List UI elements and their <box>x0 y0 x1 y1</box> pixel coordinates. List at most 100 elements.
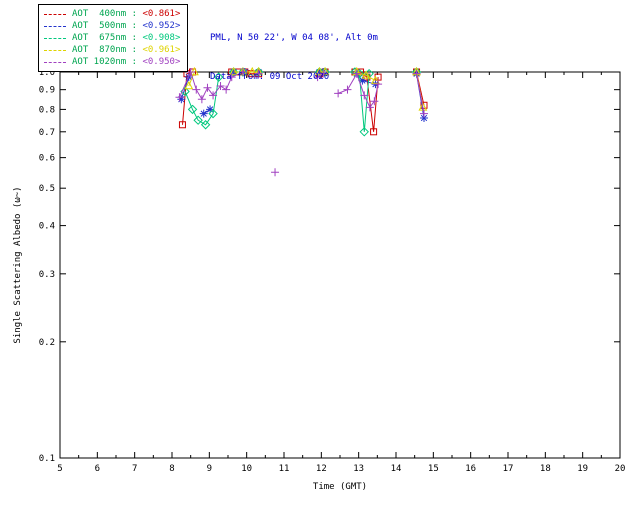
marker-plus <box>203 83 212 92</box>
legend-row-4: AOT 1020nm : <0.950> <box>44 56 180 68</box>
y-axis-label: Single Scattering Albedo (ω~) <box>13 186 23 343</box>
legend-value: <0.952> <box>142 21 181 31</box>
y-tick-label: 0.9 <box>39 86 55 96</box>
marker-plus <box>175 93 184 102</box>
marker-plus <box>216 81 225 90</box>
marker-plus <box>343 85 352 94</box>
marker-diamond <box>193 115 203 125</box>
legend-row-3: AOT 870nm : <0.961> <box>44 44 180 56</box>
marker-diamond <box>208 108 218 119</box>
legend-row-0: AOT 400nm : <0.861> <box>44 8 180 20</box>
header-info: PML, N 50 22', W 04 08', Alt 0m Data fro… <box>210 6 378 110</box>
x-tick-label: 5 <box>57 464 62 474</box>
series-group <box>175 66 428 177</box>
y-tick-label: 0.7 <box>39 128 55 138</box>
marker-triangle <box>361 70 371 79</box>
y-tick-label: 0.2 <box>39 338 55 348</box>
x-tick-label: 9 <box>207 464 212 474</box>
marker-asterisk <box>177 95 186 104</box>
legend-label: AOT 500nm : <box>72 21 143 31</box>
y-tick-label: 0.4 <box>39 222 55 232</box>
marker-asterisk <box>420 114 428 123</box>
marker-triangle <box>315 66 324 76</box>
x-tick-label: 6 <box>95 464 100 474</box>
marker-diamond <box>187 104 198 115</box>
marker-plus <box>412 69 421 78</box>
marker-asterisk <box>358 76 367 85</box>
marker-triangle <box>247 66 257 76</box>
legend-label: AOT 675nm : <box>72 33 143 43</box>
marker-asterisk <box>206 105 215 114</box>
marker-plus <box>209 91 218 100</box>
legend-row-1: AOT 500nm : <0.952> <box>44 20 180 32</box>
x-tick-label: 13 <box>353 464 364 474</box>
marker-triangle <box>229 66 239 76</box>
marker-plus <box>227 73 236 82</box>
marker-square <box>420 101 428 109</box>
x-axis-label: Time (GMT) <box>313 482 367 492</box>
station-location: PML, N 50 22', W 04 08', Alt 0m <box>210 33 378 43</box>
y-ticks: 1.0 0.9 0.8 0.7 0.6 0.5 0.4 0.3 0.2 0.1 <box>39 68 620 464</box>
legend-row-2: AOT 675nm : <0.908> <box>44 32 180 44</box>
legend-line-sample <box>44 37 66 39</box>
legend-line-sample <box>44 25 66 27</box>
marker-triangle <box>371 75 380 84</box>
marker-diamond <box>213 72 224 82</box>
x-tick-label: 20 <box>615 464 626 474</box>
marker-plus <box>420 109 428 118</box>
marker-plus <box>374 80 383 89</box>
marker-triangle <box>184 80 194 90</box>
x-tick-label: 16 <box>465 464 476 474</box>
marker-asterisk <box>199 109 208 118</box>
x-tick-label: 19 <box>577 464 588 474</box>
marker-plus <box>313 73 322 82</box>
marker-diamond <box>320 67 330 77</box>
x-tick-label: 17 <box>503 464 514 474</box>
marker-plus <box>352 69 361 78</box>
legend-box: AOT 400nm : <0.861> AOT 500nm : <0.952> AO… <box>38 4 189 72</box>
marker-plus <box>254 69 263 78</box>
x-ticks: 5 6 7 8 9 10 11 12 13 14 15 16 17 18 19 20 <box>57 72 625 474</box>
y-tick-label: 0.6 <box>39 154 55 164</box>
legend-line-sample <box>44 49 66 51</box>
x-tick-label: 11 <box>279 464 290 474</box>
marker-plus <box>365 103 374 112</box>
series-line <box>179 70 425 114</box>
marker-plus <box>360 91 369 100</box>
y-tick-label: 0.3 <box>39 270 55 280</box>
marker-diamond <box>200 120 211 130</box>
legend-value: <0.950> <box>142 57 181 67</box>
x-tick-label: 7 <box>132 464 137 474</box>
legend-line-sample <box>44 61 66 63</box>
marker-plus <box>186 68 195 76</box>
marker-plus <box>271 168 280 177</box>
x-tick-label: 8 <box>169 464 174 474</box>
legend-label: AOT 870nm : <box>72 45 143 55</box>
marker-plus <box>334 89 343 98</box>
y-tick-label: 0.8 <box>39 105 55 115</box>
marker-plus <box>319 69 328 78</box>
marker-square <box>370 128 378 136</box>
x-tick-label: 10 <box>241 464 252 474</box>
x-tick-label: 14 <box>391 464 402 474</box>
legend-value: <0.861> <box>142 9 181 19</box>
series-aot-1020nm <box>175 68 428 177</box>
x-tick-label: 15 <box>428 464 439 474</box>
x-tick-label: 18 <box>540 464 551 474</box>
marker-triangle <box>189 66 199 76</box>
marker-plus <box>192 85 201 94</box>
legend-label: AOT 1020nm : <box>72 57 143 67</box>
marker-plus <box>238 68 247 76</box>
legend-line-sample <box>44 13 66 15</box>
legend-value: <0.908> <box>142 33 181 43</box>
data-date: Data from: 09 Oct 2020 <box>210 72 330 82</box>
series-line <box>188 71 424 108</box>
marker-diamond <box>359 127 369 137</box>
y-tick-label: 0.1 <box>39 454 55 464</box>
plot-frame <box>59 71 621 459</box>
legend-label: AOT 400nm : <box>72 9 143 19</box>
y-tick-label: 0.5 <box>39 184 55 194</box>
marker-plus <box>222 85 231 94</box>
